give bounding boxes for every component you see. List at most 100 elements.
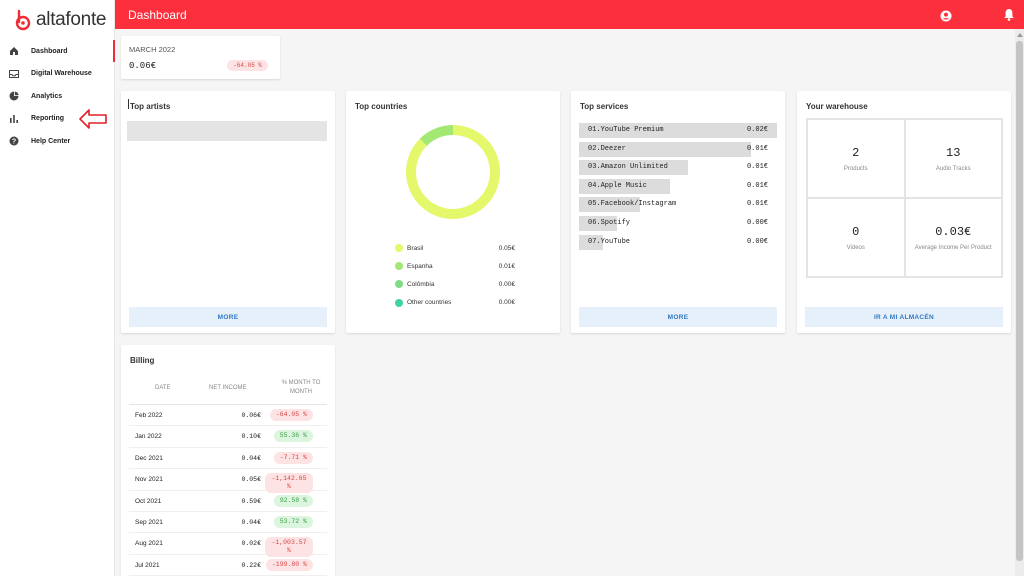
donut-slice-brasil[interactable] xyxy=(406,125,500,219)
top-countries-card: Top countries Brasil 0.05€ Espanha 0.01€ Col… xyxy=(346,91,560,333)
billing-net-income: 0.04€ xyxy=(241,454,261,462)
billing-row: Nov 2021 0.05€ -1,142.65 % xyxy=(129,469,327,494)
sidebar-item-digital-warehouse[interactable]: Digital Warehouse xyxy=(0,63,114,86)
pie-chart-icon xyxy=(9,91,19,101)
month-change-badge: -64.05 % xyxy=(227,60,268,71)
service-value: 0.01€ xyxy=(746,181,768,190)
page-scrollbar[interactable] xyxy=(1015,29,1024,576)
billing-change-badge: -1,003.57 % xyxy=(265,537,313,558)
legend-value: 0.00€ xyxy=(498,280,515,288)
legend-label: Colômbia xyxy=(407,280,435,288)
warehouse-stats-grid: 2 Products 13 Audio Tracks 0 Videos 0.03… xyxy=(806,118,1003,278)
billing-row: Dec 2021 0.04€ -7.71 % xyxy=(129,448,327,470)
billing-table-body: Feb 2022 0.06€ -64.05 % Jan 2022 0.10€ 55.36 … xyxy=(129,405,327,576)
stat-label: Average Income Per Product xyxy=(914,244,992,251)
legend-value: 0.01€ xyxy=(498,262,515,270)
service-row[interactable]: 05.Facebook/Instagram 0.01€ xyxy=(579,196,777,215)
legend-dot-icon xyxy=(395,244,403,253)
legend-item[interactable]: Espanha 0.01€ xyxy=(395,257,515,275)
billing-date: Feb 2022 xyxy=(135,412,163,419)
service-row[interactable]: 06.Spotify 0.00€ xyxy=(579,215,777,234)
sidebar-nav: Dashboard Digital Warehouse Analytics Re… xyxy=(0,40,115,153)
sidebar-item-reporting[interactable]: Reporting xyxy=(0,108,114,131)
legend-label: Brasil xyxy=(407,244,424,252)
artists-placeholder-bar xyxy=(127,121,327,141)
billing-net-income: 0.04€ xyxy=(241,518,261,526)
billing-change-badge: 55.36 % xyxy=(273,430,313,443)
service-name: 01.YouTube Premium xyxy=(588,126,664,134)
billing-net-income: 0.59€ xyxy=(241,497,261,505)
service-share-bar xyxy=(579,123,777,138)
billing-net-income: 0.10€ xyxy=(241,433,261,441)
top-services-more-button[interactable]: MORE xyxy=(579,307,777,327)
stat-value: 2 xyxy=(852,145,860,160)
stat-videos: 0 Videos xyxy=(807,198,905,277)
stat-label: Products xyxy=(843,165,868,172)
top-artists-card: Top artists MORE xyxy=(121,91,335,333)
inbox-icon xyxy=(9,69,19,79)
stat-audio-tracks: 13 Audio Tracks xyxy=(904,119,1002,198)
service-value: 0.01€ xyxy=(746,163,768,172)
service-name: 04.Apple Music xyxy=(588,181,647,190)
column-header-date: DATE xyxy=(155,385,171,391)
legend-value: 0.05€ xyxy=(498,244,515,252)
service-row[interactable]: 02.Deezer 0.01€ xyxy=(579,141,777,160)
top-artists-more-button[interactable]: MORE xyxy=(129,307,327,327)
billing-date: Oct 2021 xyxy=(135,497,162,505)
legend-item[interactable]: Brasil 0.05€ xyxy=(395,239,515,257)
legend-item[interactable]: Colômbia 0.00€ xyxy=(395,275,515,293)
user-account-button[interactable] xyxy=(940,9,952,22)
billing-change-badge: 53.72 % xyxy=(273,515,313,528)
billing-row: Jul 2021 0.22€ -199.80 % xyxy=(129,555,327,576)
legend-value: 0.00€ xyxy=(498,299,515,307)
sidebar-item-analytics[interactable]: Analytics xyxy=(0,85,114,108)
service-name: 07.YouTube xyxy=(588,237,631,246)
donut-slice-espanha[interactable] xyxy=(419,125,454,147)
billing-date: Aug 2021 xyxy=(135,540,163,548)
brand-name: altafonte xyxy=(36,9,107,30)
legend-item[interactable]: Other countries 0.00€ xyxy=(395,294,515,312)
user-circle-icon xyxy=(940,10,952,22)
billing-change-badge: -1,142.65 % xyxy=(265,473,313,494)
service-name: 05.Facebook/Instagram xyxy=(588,200,677,209)
column-header-net-income: NET INCOME xyxy=(209,385,247,391)
month-label: MARCH 2022 xyxy=(129,45,176,54)
card-title: Top services xyxy=(580,102,629,111)
billing-change-badge: 92.58 % xyxy=(273,494,313,507)
service-row[interactable]: 07.YouTube 0.00€ xyxy=(579,234,777,253)
legend-dot-icon xyxy=(395,262,403,271)
scroll-up-icon[interactable] xyxy=(1017,33,1023,37)
help-icon: ? xyxy=(9,136,19,146)
brand-logo[interactable]: altafonte xyxy=(0,0,114,40)
service-row[interactable]: 01.YouTube Premium 0.02€ xyxy=(579,122,777,141)
sidebar-item-label: Dashboard xyxy=(31,47,68,55)
service-value: 0.00€ xyxy=(746,218,768,227)
service-row[interactable]: 04.Apple Music 0.01€ xyxy=(579,178,777,197)
billing-net-income: 0.05€ xyxy=(241,476,261,484)
annotation-arrow-icon xyxy=(79,109,107,129)
countries-donut-chart xyxy=(406,125,500,219)
sidebar-item-help-center[interactable]: ? Help Center xyxy=(0,130,114,153)
bar-chart-icon xyxy=(9,114,19,124)
billing-date: Dec 2021 xyxy=(135,454,163,462)
service-name: 02.Deezer xyxy=(588,144,626,153)
billing-row: Feb 2022 0.06€ -64.05 % xyxy=(129,405,327,427)
services-list: 01.YouTube Premium 0.02€ 02.Deezer 0.01€ 03.… xyxy=(579,122,777,252)
billing-net-income: 0.22€ xyxy=(241,561,261,569)
sidebar: altafonte Dashboard Digital Warehouse An… xyxy=(0,0,115,576)
service-share-bar xyxy=(579,197,641,213)
service-row[interactable]: 03.Amazon Unlimited 0.01€ xyxy=(579,159,777,178)
home-icon xyxy=(9,46,19,56)
go-to-warehouse-button[interactable]: IR A MI ALMACÉN xyxy=(805,307,1003,327)
sidebar-item-label: Digital Warehouse xyxy=(31,70,92,78)
billing-date: Sep 2021 xyxy=(135,518,163,526)
scroll-thumb[interactable] xyxy=(1016,41,1023,561)
stat-label: Videos xyxy=(846,244,865,251)
sidebar-item-label: Analytics xyxy=(31,92,63,100)
text-cursor xyxy=(128,99,129,109)
notifications-button[interactable] xyxy=(1003,8,1015,21)
service-share-bar xyxy=(579,234,603,250)
service-name: 06.Spotify xyxy=(588,218,631,227)
sidebar-item-dashboard[interactable]: Dashboard xyxy=(0,40,115,63)
service-value: 0.01€ xyxy=(746,144,768,153)
